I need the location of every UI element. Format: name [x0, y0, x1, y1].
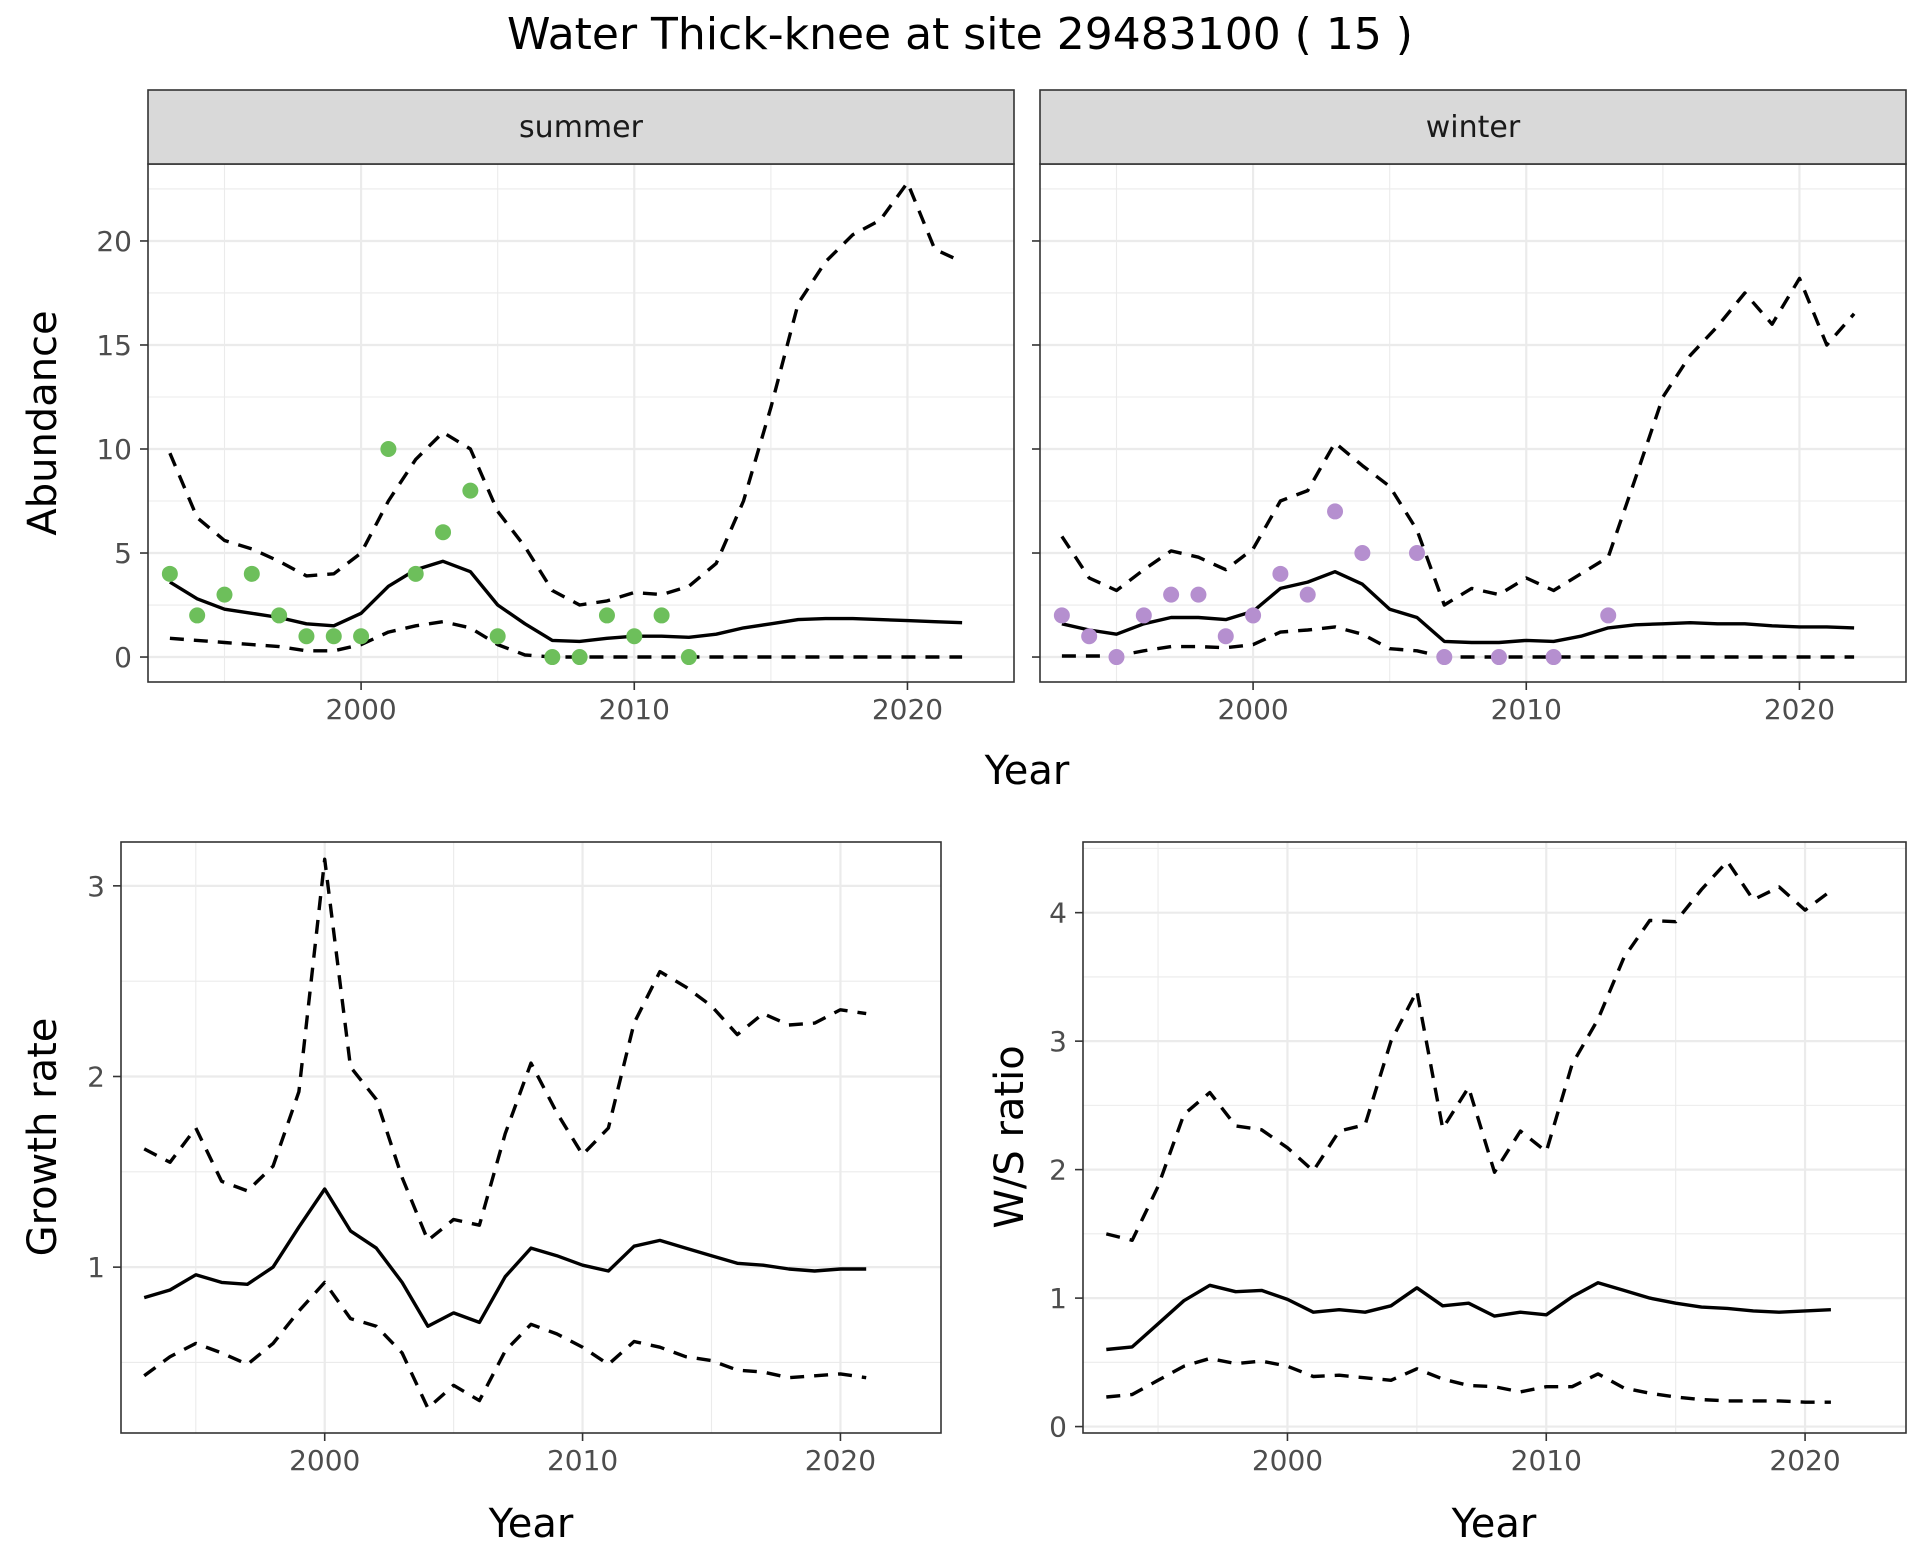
y-tick-label: 20 — [96, 225, 132, 258]
series-line-interval-2 — [1061, 625, 1855, 659]
chart-panel-2: winter 2000 2010 2020 — [1032, 89, 1907, 726]
y-tick-label: 15 — [96, 329, 132, 362]
y-tick-label: 3 — [87, 870, 105, 903]
series-line-interval-2 — [1106, 1356, 1831, 1404]
data-point — [1108, 649, 1125, 666]
data-point — [544, 649, 561, 666]
x-axis-title: Year — [984, 748, 1070, 794]
facet-strip-label: summer — [519, 110, 644, 145]
data-point — [1135, 607, 1152, 624]
chart-panel-4: 2000 2010 2020 0 1 2 3 4 — [1049, 841, 1907, 1477]
plot-background — [121, 842, 941, 1433]
data-point — [161, 565, 178, 582]
data-point — [216, 586, 233, 603]
chart-panel-3: 2000 2010 2020 1 2 3 — [87, 841, 942, 1477]
x-tick-label: 2010 — [1491, 693, 1562, 726]
data-point — [489, 628, 506, 645]
data-point — [271, 607, 288, 624]
data-point — [353, 628, 370, 645]
series-line-interval-1 — [1060, 276, 1856, 607]
data-point — [189, 607, 206, 624]
data-point — [298, 628, 315, 645]
y-axis-title: Abundance — [20, 310, 66, 535]
series-line-interval-1 — [1105, 859, 1832, 1242]
y-tick-label: 1 — [87, 1251, 105, 1284]
data-point — [1545, 649, 1562, 666]
x-tick-label: 2000 — [289, 1444, 360, 1477]
series-line-mean — [143, 1187, 867, 1328]
data-point — [571, 649, 588, 666]
data-point — [325, 628, 342, 645]
series-line-interval-2 — [143, 1280, 867, 1410]
y-tick-label: 2 — [87, 1060, 105, 1093]
data-point — [1190, 586, 1207, 603]
y-tick-label: 0 — [114, 641, 132, 674]
y-tick-label: 10 — [96, 433, 132, 466]
x-tick-label: 2020 — [1764, 693, 1835, 726]
data-point — [1299, 586, 1316, 603]
series-line-mean — [169, 559, 963, 644]
x-tick-label: 2020 — [1769, 1444, 1840, 1477]
series-line-mean — [1106, 1281, 1831, 1352]
plot-background — [1083, 842, 1906, 1433]
data-point — [1354, 545, 1371, 562]
x-tick-label: 2000 — [1217, 693, 1288, 726]
data-point — [1408, 545, 1425, 562]
x-tick-label: 2010 — [599, 693, 670, 726]
x-tick-label: 2000 — [325, 693, 396, 726]
facet-strip — [1039, 89, 1907, 165]
data-point — [1163, 586, 1180, 603]
data-point — [1053, 607, 1070, 624]
facet-strip-label: winter — [1426, 110, 1521, 145]
data-point — [1245, 607, 1262, 624]
x-tick-label: 2000 — [1252, 1444, 1323, 1477]
series-line-interval-2 — [169, 620, 963, 659]
y-axis-title: W/S ratio — [987, 1045, 1033, 1228]
data-point — [243, 565, 260, 582]
x-axis-title: Year — [1451, 1501, 1537, 1547]
series-line-interval-1 — [143, 857, 867, 1243]
data-point — [1327, 503, 1344, 520]
data-point — [626, 628, 643, 645]
series-line-interval-1 — [168, 181, 963, 607]
y-axis-title: Growth rate — [20, 1018, 66, 1257]
data-point — [435, 524, 452, 541]
data-point — [1272, 565, 1289, 582]
x-tick-label: 2020 — [805, 1444, 876, 1477]
y-tick-label: 2 — [1049, 1154, 1067, 1187]
data-point — [1600, 607, 1617, 624]
panel-border — [1082, 841, 1907, 1434]
figure-title: Water Thick-knee at site 29483100 ( 15 ) — [507, 9, 1413, 60]
x-axis-title: Year — [488, 1501, 574, 1547]
x-tick-label: 2010 — [1511, 1444, 1582, 1477]
panel-border — [120, 841, 942, 1434]
chart-panel-1: summer 2000 2010 2020 0 5 10 15 20 — [96, 89, 1015, 726]
y-tick-label: 3 — [1049, 1025, 1067, 1058]
x-tick-label: 2020 — [872, 693, 943, 726]
data-point — [462, 482, 479, 499]
data-point — [1217, 628, 1234, 645]
x-tick-label: 2010 — [547, 1444, 618, 1477]
y-tick-label: 4 — [1049, 897, 1067, 930]
data-point — [1436, 649, 1453, 666]
data-point — [653, 607, 670, 624]
facet-strip — [147, 89, 1015, 165]
data-point — [680, 649, 697, 666]
data-point — [1081, 628, 1098, 645]
data-point — [1490, 649, 1507, 666]
plot-background — [1040, 164, 1906, 682]
y-tick-label: 5 — [114, 537, 132, 570]
y-tick-label: 0 — [1049, 1411, 1067, 1444]
data-point — [407, 565, 424, 582]
y-tick-label: 1 — [1049, 1282, 1067, 1315]
series-line-mean — [1061, 570, 1855, 645]
plot-background — [148, 164, 1014, 682]
data-point — [598, 607, 615, 624]
data-point — [380, 441, 397, 458]
